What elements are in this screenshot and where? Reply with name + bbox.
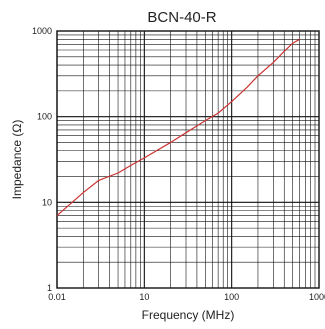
x-tick-label: 100 [224, 292, 239, 302]
grid-lines [56, 31, 319, 289]
y-axis-title: Impedance (Ω) [10, 120, 24, 200]
y-tick-label: 10 [42, 197, 52, 207]
chart-title: BCN-40-R [147, 9, 216, 26]
x-tick-label: 10 [139, 292, 149, 302]
impedance-series-line [56, 38, 300, 217]
y-tick-labels: 1 10 100 1000 [32, 26, 52, 293]
plot-frame [56, 30, 320, 289]
y-tick-label: 1000 [32, 26, 52, 36]
x-tick-labels: 0.01 10 100 1000 [48, 292, 325, 302]
y-tick-label: 100 [37, 112, 52, 122]
x-axis-title: Frequency (MHz) [142, 308, 235, 322]
x-tick-label: 1000 [309, 292, 325, 302]
x-tick-label: 0.01 [48, 292, 66, 302]
series-group [56, 38, 300, 217]
y-tick-label: 1 [47, 283, 52, 293]
